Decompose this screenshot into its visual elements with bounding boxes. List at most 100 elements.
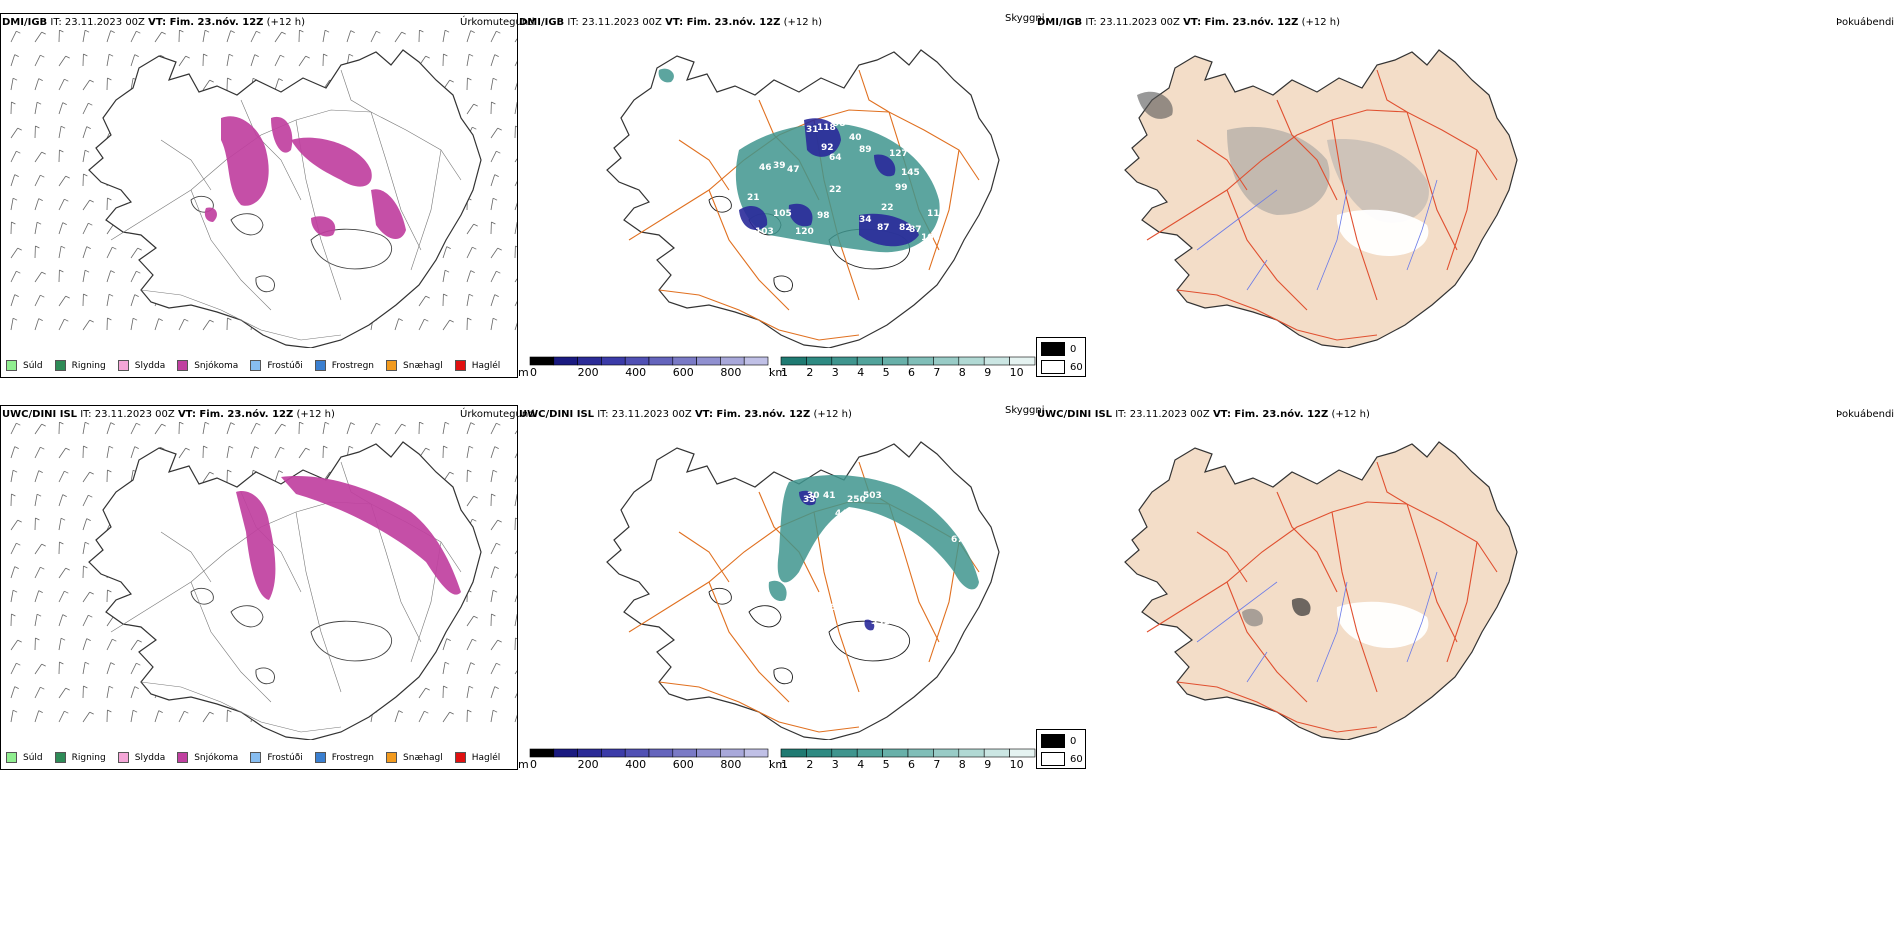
visibility-value-label: 156 (817, 603, 836, 613)
wind-barb-flag (107, 77, 112, 81)
wind-barb-flag (132, 317, 138, 321)
wind-barb (130, 710, 134, 723)
wind-barb (58, 79, 65, 91)
lead-time: (+12 h) (296, 409, 335, 420)
colorbar-tick-label: 600 (673, 758, 694, 771)
wind-barb-flag (110, 30, 115, 33)
low-visibility-area (658, 68, 674, 83)
wind-barb-flag (494, 566, 499, 569)
wind-barb (442, 246, 448, 259)
model-name: UWC/DINI ISL (2, 409, 78, 420)
wind-barb-flag (492, 589, 498, 593)
colorbar-tick-label: 2 (806, 366, 813, 379)
wind-barb (490, 247, 499, 259)
wind-barb-flag (64, 318, 69, 322)
colorbar-segment (553, 356, 578, 366)
wind-barb (250, 423, 257, 435)
legend-label: Snjókoma (194, 360, 239, 371)
very-low-visibility-area (874, 154, 896, 177)
wind-barb (130, 31, 137, 43)
colorbar-segment (696, 356, 721, 366)
wind-barb (490, 127, 499, 139)
wind-barb (514, 61, 517, 67)
wind-barb-flag (470, 30, 475, 33)
wind-barb (490, 294, 496, 307)
road (190, 581, 272, 703)
wind-barb (58, 447, 67, 459)
colorbar-segment (856, 356, 883, 366)
wind-barb-flag (424, 710, 429, 714)
wind-barb (490, 543, 497, 555)
legend-item: Rigning (54, 360, 106, 371)
wind-barb-flag (254, 54, 259, 57)
legend-item: Frostúði (250, 360, 303, 371)
wind-barb (346, 30, 352, 43)
wind-barb-flag (83, 293, 88, 297)
iceland-landmass (1124, 49, 1518, 348)
colorbar-segment (1009, 748, 1036, 758)
wind-barb (10, 247, 19, 259)
wind-barb (82, 270, 86, 283)
colorbar-segment (743, 748, 769, 758)
wind-barb-flag (59, 149, 64, 153)
colorbar-tick-label: 5 (883, 758, 890, 771)
wind-barb-flag (472, 246, 477, 250)
wind-barb-flag (136, 270, 141, 274)
wind-barb (130, 78, 134, 91)
wind-barb (490, 710, 494, 723)
wind-barb (34, 710, 40, 723)
colorbar-unit: km (769, 366, 786, 379)
visibility-m-colorbar: m0 200 400 600 800 1000 (518, 356, 770, 379)
fog-legend: 0 60 (1036, 729, 1086, 769)
visibility-value-label: 110 (927, 209, 946, 219)
wind-barb-flag (401, 31, 406, 35)
fog-indicator-map (1124, 441, 1518, 740)
snow-precip-area (311, 216, 336, 237)
colorbar-tick-label: 8 (959, 758, 966, 771)
colorbar-segment (806, 748, 833, 758)
visibility-value-label: 47 (787, 165, 800, 175)
glacier-outline (310, 228, 393, 270)
wind-barb (514, 202, 517, 211)
wind-barb-flag (470, 422, 475, 425)
wind-barb (82, 662, 86, 675)
wind-barb (10, 271, 17, 283)
panel-title: UWC/DINI ISL IT: 23.11.2023 00Z VT: Fim.… (1037, 409, 1370, 420)
visibility-value-label: 31 (806, 125, 819, 135)
road (410, 149, 442, 271)
wind-barb (34, 102, 38, 115)
colorbar-segment (577, 356, 602, 366)
legend-item: Frostregn (314, 752, 374, 763)
colorbar-tick-label: 200 (578, 366, 599, 379)
colorbar-tick-label: 600 (673, 366, 694, 379)
wind-barb (10, 127, 19, 139)
wind-barb-flag (160, 446, 165, 450)
wind-barb-flag (515, 245, 517, 248)
wind-barb-flag (376, 422, 381, 426)
wind-barb-flag (107, 317, 112, 321)
wind-barb-flag (449, 471, 454, 475)
wind-barb (178, 319, 185, 331)
wind-barb-flag (468, 685, 474, 689)
fog-legend-label: 0 (1070, 343, 1077, 355)
road (160, 139, 212, 191)
wind-barb (10, 710, 14, 723)
wind-barb-flag (86, 638, 91, 641)
wind-barb-flag (497, 639, 502, 643)
wind-barb-flag (468, 445, 474, 449)
wind-barb (490, 470, 494, 483)
legend-label: Snæhagl (403, 360, 443, 371)
wind-barb (82, 319, 91, 331)
road (1406, 503, 1458, 643)
wind-barb-flag (376, 30, 381, 34)
wind-barb-flag (60, 637, 66, 641)
wind-barb-flag (494, 686, 499, 689)
road (1176, 289, 1378, 341)
colorbar-segment (672, 356, 697, 366)
colorbar-tick-label: 400 (625, 758, 646, 771)
road (1376, 69, 1408, 113)
road (295, 511, 342, 693)
colorbar-segment (672, 748, 697, 758)
wind-barb (514, 573, 517, 579)
wind-barb-flag (444, 30, 450, 33)
